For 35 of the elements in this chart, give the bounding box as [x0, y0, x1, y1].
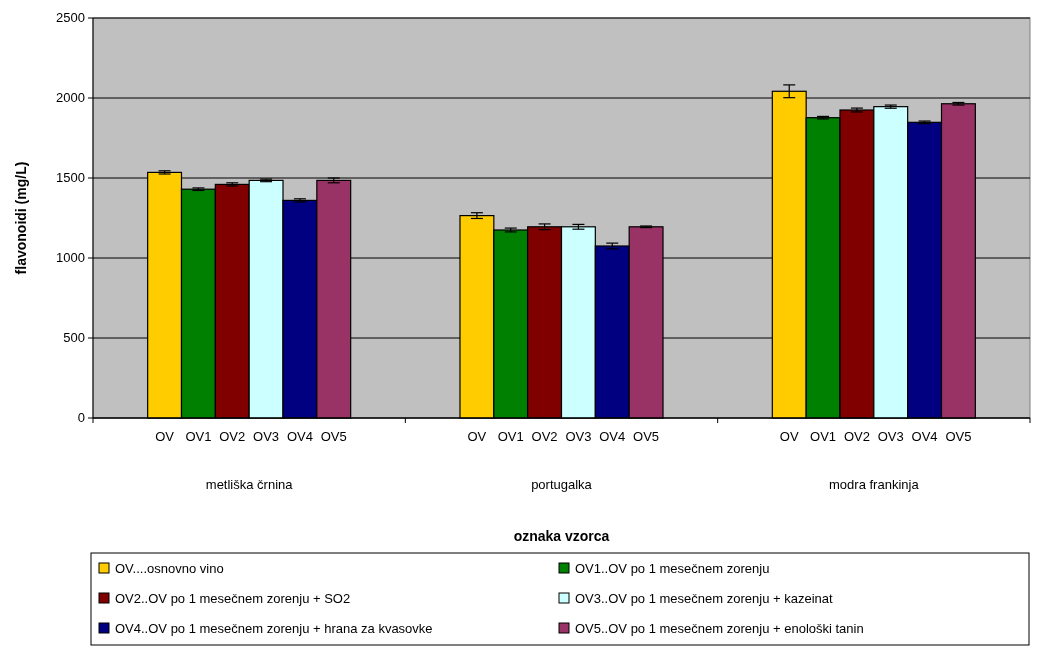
y-tick-label: 2000: [56, 90, 85, 105]
y-tick-label: 500: [63, 330, 85, 345]
y-tick-label: 1000: [56, 250, 85, 265]
legend-label: OV5..OV po 1 mesečnem zorenju + enološki tanin: [575, 621, 864, 636]
text: OV5: [320, 429, 347, 444]
text: OV: [155, 429, 175, 444]
text: OV5: [945, 429, 972, 444]
legend-label: OV1..OV po 1 mesečnem zorenju: [575, 561, 770, 576]
text: OV: [467, 429, 487, 444]
text: OV2: [843, 429, 870, 444]
text: OV4: [911, 429, 938, 444]
y-tick-label: 1500: [56, 170, 85, 185]
text: OV4: [286, 429, 313, 444]
text: OV5: [633, 429, 660, 444]
text: OV3: [877, 429, 904, 444]
x-tick-label: metliška črnina: [205, 477, 294, 492]
x-tick-label: portugalka: [531, 477, 593, 492]
y-tick-label: 2500: [56, 10, 85, 25]
text: OV: [779, 429, 799, 444]
legend-label: OV....osnovno vino: [115, 561, 224, 576]
text: OV2: [219, 429, 246, 444]
x-tick-label: modra frankinja: [829, 477, 920, 492]
text: OV1: [497, 429, 524, 444]
legend-label: OV2..OV po 1 mesečnem zorenju + SO2: [115, 591, 351, 606]
text: OV4: [599, 429, 626, 444]
text: OV2: [531, 429, 558, 444]
y-tick-label: 0: [77, 410, 85, 425]
text: OV1: [810, 429, 837, 444]
legend-label: OV3..OV po 1 mesečnem zorenju + kazeinat: [575, 591, 833, 606]
x-axis-title: oznaka vzorca: [513, 528, 610, 544]
y-axis-title: flavonoidi (mg/L): [13, 161, 29, 275]
text: OV1: [185, 429, 212, 444]
legend-label: OV4..OV po 1 mesečnem zorenju + hrana za kvasovke: [115, 621, 433, 636]
text: OV3: [565, 429, 592, 444]
text: OV3: [253, 429, 280, 444]
